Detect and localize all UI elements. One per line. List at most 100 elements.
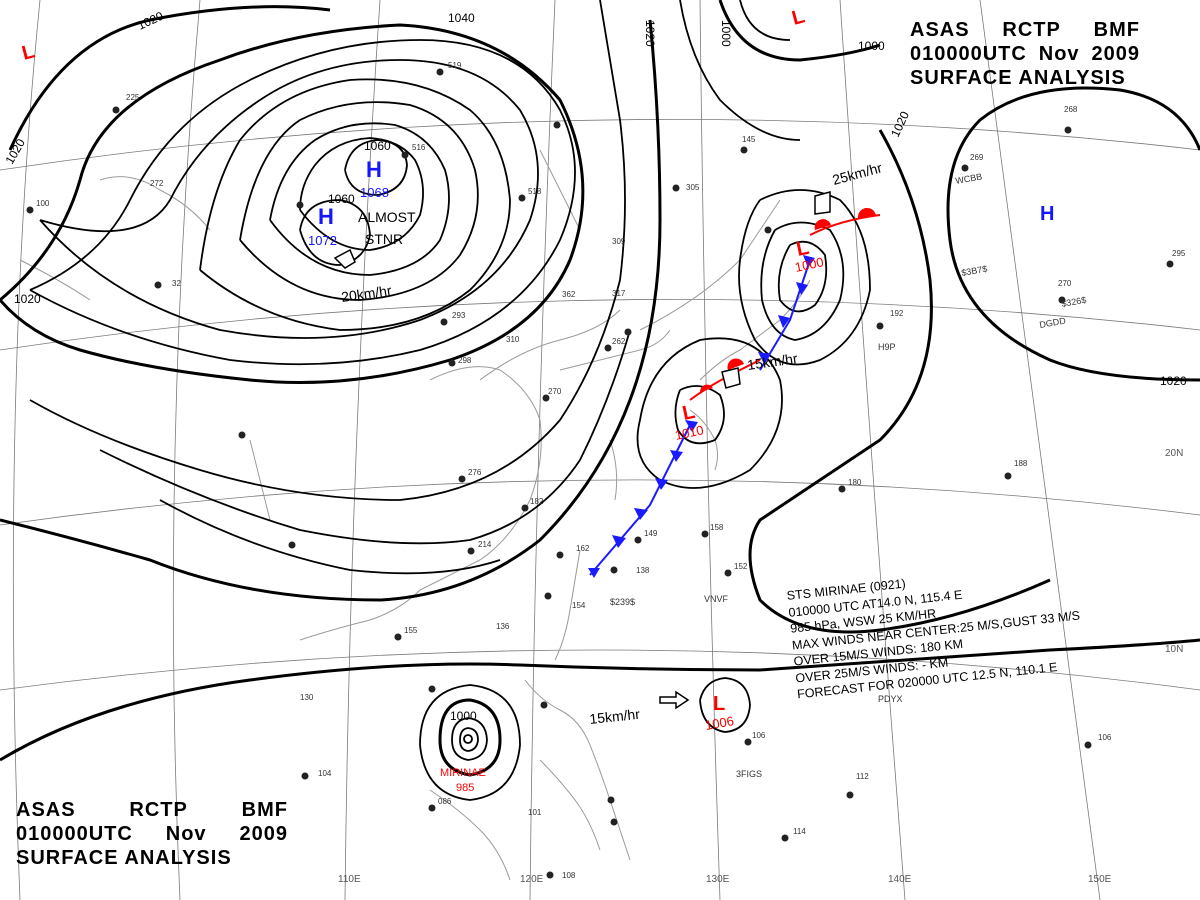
- agency-2: RCTP: [1002, 19, 1061, 41]
- svg-text:362: 362: [562, 290, 576, 299]
- isobars-thick: [0, 0, 1200, 777]
- time-month: Nov: [165, 823, 207, 845]
- lat-label-10n: 10N: [1165, 644, 1183, 655]
- lon-label-150e: 150E: [1088, 874, 1112, 885]
- svg-text:192: 192: [890, 309, 904, 318]
- svg-text:130: 130: [300, 693, 314, 702]
- low-mid-motion-label: 15km/hr: [746, 350, 799, 373]
- lat-label-20n: 20N: [1165, 448, 1183, 459]
- isobar-label: 1060: [364, 139, 391, 153]
- svg-text:310: 310: [506, 335, 520, 344]
- station-numbers: 519 516 518 293 310 270 262 276 182 214 162 15…: [36, 61, 1186, 880]
- high-stnr-label-1: ALMOST: [358, 209, 416, 225]
- coastlines: [19, 149, 811, 881]
- svg-text:225: 225: [126, 93, 140, 102]
- lon-label-110e: 110E: [338, 874, 361, 885]
- svg-text:298: 298: [458, 356, 472, 365]
- svg-text:516: 516: [412, 143, 426, 152]
- isobar-label: 1020: [643, 20, 657, 47]
- svg-text:309: 309: [612, 237, 626, 246]
- svg-text:155: 155: [404, 626, 418, 635]
- svg-text:305: 305: [686, 183, 700, 192]
- isobar-label: 1000: [450, 709, 477, 723]
- pacific-motion-label: 15km/hr: [589, 706, 641, 727]
- svg-text:106: 106: [752, 731, 766, 740]
- station-code: $326$: [1061, 295, 1087, 309]
- station-code: H9P: [878, 342, 896, 352]
- pressure-systems: H 1068 H 1072 H L 1000 L 1010 L 1006 MIR…: [20, 5, 1055, 794]
- time-utc: 010000UTC: [16, 823, 133, 845]
- station-code: VNVF: [704, 594, 729, 604]
- svg-text:106: 106: [1098, 733, 1112, 742]
- svg-text:112: 112: [856, 772, 869, 781]
- time-year: 2009: [239, 823, 288, 845]
- svg-text:145: 145: [742, 135, 756, 144]
- low-top-symbol: L: [790, 5, 807, 29]
- map-title: SURFACE ANALYSIS: [16, 847, 232, 869]
- svg-text:519: 519: [448, 61, 462, 70]
- high-motion-label: 20km/hr: [340, 282, 393, 305]
- low-left-symbol: L: [20, 40, 37, 64]
- isobar-label: 1060: [328, 192, 355, 206]
- isobars-thin: [29, 0, 871, 801]
- low-north-value: 1000: [794, 254, 825, 275]
- title-row: SURFACE ANALYSIS: [910, 66, 1140, 90]
- station-code: PDYX: [878, 694, 903, 704]
- agency-1: ASAS: [16, 799, 76, 821]
- agency-row: ASAS RCTP BMF: [16, 798, 288, 822]
- station-code: WCBB: [955, 171, 983, 186]
- isobar-label: 1040: [448, 11, 475, 25]
- typhoon-pressure: 985: [456, 782, 474, 794]
- low-pacific-symbol: L: [713, 693, 725, 715]
- time-row: 010000UTC Nov 2009: [910, 42, 1140, 66]
- svg-text:295: 295: [1172, 249, 1186, 258]
- lon-label-140e: 140E: [888, 874, 912, 885]
- motion-arrows: [333, 191, 831, 710]
- time-utc: 010000UTC: [910, 43, 1027, 65]
- low-mid-value: 1010: [674, 422, 705, 443]
- svg-text:32: 32: [172, 279, 181, 288]
- high-second-symbol: H: [318, 204, 334, 229]
- time-row: 010000UTC Nov 2009: [16, 822, 288, 846]
- svg-text:180: 180: [848, 478, 862, 487]
- typhoon-name: MIRINAE: [440, 767, 486, 779]
- high-main-symbol: H: [366, 157, 382, 182]
- agency-row: ASAS RCTP BMF: [910, 18, 1140, 42]
- svg-text:100: 100: [36, 199, 50, 208]
- svg-text:136: 136: [496, 622, 510, 631]
- svg-text:262: 262: [612, 337, 626, 346]
- agency-3: BMF: [241, 799, 288, 821]
- station-codes: WCBB $3B7$ $326$ DGDD H9P VNVF PDYX 3FIG…: [610, 171, 1087, 779]
- agency-3: BMF: [1093, 19, 1140, 41]
- svg-text:317: 317: [612, 289, 626, 298]
- isobar-label: 1020: [1160, 374, 1187, 388]
- svg-text:152: 152: [734, 562, 748, 571]
- station-code: $239$: [610, 597, 635, 607]
- svg-text:269: 269: [970, 153, 984, 162]
- svg-text:188: 188: [1014, 459, 1028, 468]
- svg-text:154: 154: [572, 601, 586, 610]
- title-row: SURFACE ANALYSIS: [16, 846, 288, 870]
- high-east-symbol: H: [1040, 203, 1054, 225]
- station-plots: [26, 68, 1174, 879]
- low-pacific-value: 1006: [704, 713, 735, 733]
- high-stnr-label-2: STNR: [365, 231, 403, 247]
- svg-text:138: 138: [636, 566, 650, 575]
- station-code: DGDD: [1039, 315, 1067, 330]
- warm-front: [689, 207, 881, 401]
- low-mid-symbol: L: [680, 401, 697, 425]
- svg-text:086: 086: [438, 797, 452, 806]
- high-second-value: 1072: [308, 233, 337, 248]
- map-title: SURFACE ANALYSIS: [910, 67, 1126, 89]
- station-code: $3B7$: [961, 264, 988, 278]
- lon-label-120e: 120E: [520, 874, 544, 885]
- svg-text:272: 272: [150, 179, 164, 188]
- svg-text:270: 270: [1058, 279, 1072, 288]
- isobar-label: 1000: [858, 39, 885, 53]
- time-month: Nov: [1038, 43, 1080, 65]
- agency-2: RCTP: [129, 799, 188, 821]
- svg-text:518: 518: [528, 187, 542, 196]
- svg-text:270: 270: [548, 387, 562, 396]
